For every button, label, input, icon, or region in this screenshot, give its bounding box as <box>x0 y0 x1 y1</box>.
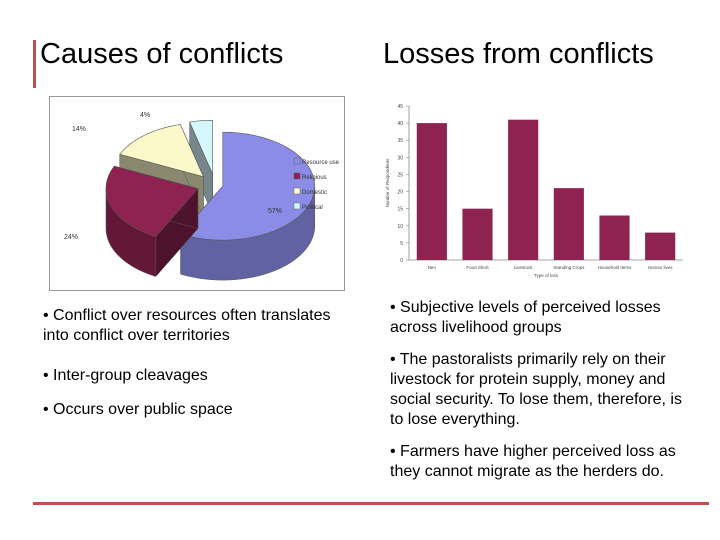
bar <box>462 208 493 260</box>
pie-slice-top <box>105 165 199 237</box>
bar <box>599 215 630 260</box>
y-tick-label: 30 <box>397 155 403 161</box>
pie-slice-top <box>119 124 204 178</box>
bullet-item: • Subjective levels of perceived losses … <box>390 299 661 336</box>
pie-slice-top <box>180 131 316 241</box>
legend-label: Resource use <box>302 160 340 166</box>
legend-swatch <box>293 157 301 165</box>
bar <box>553 188 584 260</box>
title-causes: Causes of conflicts <box>40 38 284 70</box>
bullet-item: • The pastoralists primarily rely on the… <box>390 351 682 428</box>
bar <box>508 119 539 260</box>
y-tick-label: 10 <box>397 224 403 230</box>
x-tick-label: Nen <box>428 265 437 270</box>
legend-label: Political <box>302 205 323 211</box>
y-tick-label: 40 <box>397 121 403 127</box>
bar <box>416 123 447 260</box>
pie-chart-panel: 57% 24% 14% 4% Resource use Religious Domestic… <box>49 96 345 291</box>
pie-data-label: 14% <box>72 126 86 133</box>
accent-rule-left <box>33 40 36 88</box>
bar <box>645 232 676 260</box>
pie-slice <box>180 131 316 281</box>
legend-swatch <box>293 172 301 180</box>
y-tick-label: 20 <box>397 190 403 196</box>
pie-data-label: 57% <box>268 208 282 215</box>
losses-bullet-list: • Subjective levels of perceived losses … <box>390 298 695 482</box>
y-tick-label: 35 <box>397 138 403 144</box>
x-tick-label: Standing Crops <box>553 265 585 270</box>
bullet-item: • Farmers have higher perceived loss as … <box>390 443 676 480</box>
y-tick-label: 45 <box>397 104 403 110</box>
legend-label: Domestic <box>302 190 327 196</box>
pie-slice-top <box>189 119 214 175</box>
pie-data-label: 4% <box>140 112 150 119</box>
bar-chart-panel: 0 5 10 15 20 25 30 35 40 45 Nen Food Short Livestock… <box>380 96 687 282</box>
bullet-item: • Conflict over resources often translat… <box>43 307 331 344</box>
y-tick-label: 15 <box>397 207 403 213</box>
x-tick-label: Household Items <box>598 265 633 270</box>
y-axis-title: Number of Respondents <box>385 158 390 208</box>
legend-swatch <box>293 202 301 210</box>
accent-rule-bottom <box>33 502 709 505</box>
x-axis-title: Type of loss <box>534 273 559 278</box>
legend-label: Religious <box>302 175 327 181</box>
x-tick-label: Livestock <box>514 265 534 270</box>
pie-legend: Resource use Religious Domestic Political <box>293 157 340 211</box>
pie-slice <box>189 119 214 215</box>
x-tick-label: Human lives <box>648 265 674 270</box>
y-tick-label: 25 <box>397 172 403 178</box>
y-tick-label: 0 <box>400 258 403 264</box>
causes-bullet-list: • Conflict over resources often translat… <box>43 306 353 420</box>
pie-data-label: 24% <box>64 234 78 241</box>
bullet-item: • Occurs over public space <box>43 401 233 418</box>
title-losses: Losses from conflicts <box>383 38 654 70</box>
bullet-item: • Inter-group cleavages <box>43 367 208 384</box>
pie-slice <box>105 165 199 278</box>
bar-chart: 0 5 10 15 20 25 30 35 40 45 Nen Food Short Livestock… <box>385 104 683 278</box>
y-tick-label: 5 <box>400 241 403 247</box>
pie-chart: 57% 24% 14% 4% Resource use Religious Domestic… <box>64 112 340 281</box>
x-tick-label: Food Short <box>466 265 489 270</box>
legend-swatch <box>293 187 301 195</box>
